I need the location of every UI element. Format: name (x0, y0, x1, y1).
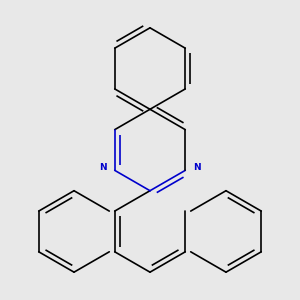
Text: N: N (100, 163, 107, 172)
Text: N: N (193, 163, 200, 172)
